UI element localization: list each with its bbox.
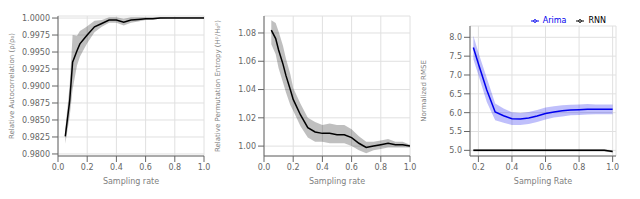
svg-text:0.9850: 0.9850 (22, 116, 50, 125)
svg-text:5.5: 5.5 (449, 127, 462, 136)
html-text:Arima: Arima (542, 16, 567, 25)
svg-text:1.04: 1.04 (238, 85, 256, 94)
svg-text:8.0: 8.0 (449, 33, 462, 42)
svg-text:0.6: 0.6 (139, 163, 152, 172)
svg-text:1.0: 1.0 (404, 163, 417, 172)
svg-text:0.9875: 0.9875 (22, 99, 50, 108)
svg-text:0.9900: 0.9900 (22, 82, 50, 91)
svg-text:1.0: 1.0 (198, 163, 211, 172)
svg-text:0.9975: 0.9975 (22, 31, 50, 40)
svg-text:1.0000: 1.0000 (22, 14, 50, 23)
svg-text:Sampling rate: Sampling rate (309, 177, 365, 186)
svg-text:0.0: 0.0 (52, 163, 65, 172)
svg-text:0.2: 0.2 (472, 163, 485, 172)
html-text:RNN: RNN (588, 16, 606, 25)
svg-text:0.2: 0.2 (81, 163, 94, 172)
svg-text:0.0: 0.0 (258, 163, 271, 172)
svg-text:0.9800: 0.9800 (22, 150, 50, 159)
svg-text:1.02: 1.02 (238, 114, 256, 123)
svg-text:0.8: 0.8 (374, 163, 387, 172)
svg-text:0.9925: 0.9925 (22, 65, 50, 74)
svg-text:1.00: 1.00 (238, 142, 256, 151)
svg-text:0.9950: 0.9950 (22, 48, 50, 57)
svg-text:0.8: 0.8 (573, 163, 586, 172)
svg-text:Sampling rate: Sampling rate (103, 177, 159, 186)
svg-text:1.0: 1.0 (606, 163, 619, 172)
svg-text:1.08: 1.08 (238, 29, 256, 38)
svg-text:Normalized RMSE: Normalized RMSE (420, 60, 428, 122)
svg-text:7.5: 7.5 (449, 52, 462, 61)
svg-text:0.8: 0.8 (168, 163, 181, 172)
svg-text:0.6: 0.6 (345, 163, 358, 172)
svg-text:Relative Autocorrelation (ρ/ρ₀: Relative Autocorrelation (ρ/ρ₀) (8, 33, 16, 139)
svg-text:5.0: 5.0 (449, 146, 462, 155)
svg-text:Relative Permutation Entropy (: Relative Permutation Entropy (Hᵖ/H₀ᵖ) (214, 20, 222, 152)
svg-text:0.4: 0.4 (506, 163, 519, 172)
svg-text:0.4: 0.4 (316, 163, 329, 172)
svg-text:7.0: 7.0 (449, 71, 462, 80)
svg-text:1.06: 1.06 (238, 57, 256, 66)
svg-text:6.5: 6.5 (449, 90, 462, 99)
svg-text:0.9825: 0.9825 (22, 133, 50, 142)
svg-text:6.0: 6.0 (449, 109, 462, 118)
svg-text:0.2: 0.2 (287, 163, 300, 172)
svg-text:0.4: 0.4 (110, 163, 123, 172)
svg-text:Sampling Rate: Sampling Rate (514, 177, 572, 186)
svg-text:0.6: 0.6 (539, 163, 552, 172)
